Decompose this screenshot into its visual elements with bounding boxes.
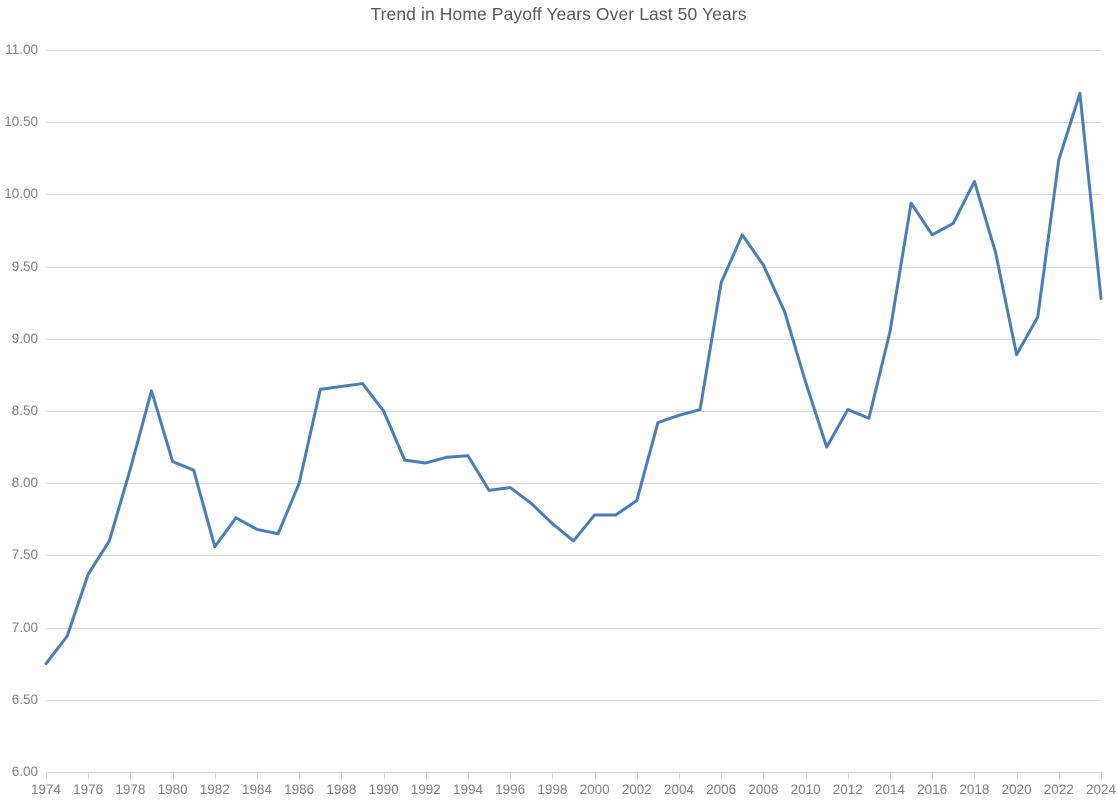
chart-title: Trend in Home Payoff Years Over Last 50 …	[370, 4, 747, 24]
x-axis-tick-label: 2014	[874, 782, 906, 797]
x-axis-tick-label: 2008	[748, 782, 779, 797]
x-axis-tick-mark	[890, 772, 891, 779]
gridline-y	[46, 338, 1101, 340]
x-axis-tick-mark	[932, 772, 934, 779]
y-axis-tick-label: 7.00	[11, 619, 38, 635]
x-axis-tick-label: 1990	[368, 782, 399, 797]
y-axis-tick-label: 8.50	[11, 403, 38, 418]
x-axis-tick-mark	[425, 772, 427, 779]
x-axis-tick-mark	[1058, 772, 1060, 779]
x-axis-tick-label: 1992	[410, 782, 441, 797]
y-axis-tick-label: 8.00	[11, 475, 38, 491]
gridline-y	[46, 555, 1101, 557]
x-axis-tick-label: 1996	[495, 782, 526, 797]
x-axis-tick-mark	[721, 772, 723, 779]
x-axis-tick-label: 2020	[1001, 782, 1032, 797]
x-axis-tick-mark	[1016, 772, 1018, 779]
gridline-y	[46, 194, 1101, 196]
x-axis-tick-mark	[679, 772, 680, 779]
x-axis-tick-mark	[805, 772, 807, 779]
x-axis-tick-label: 1984	[241, 782, 273, 797]
x-axis-tick-label: 2016	[917, 782, 948, 797]
x-axis-tick-mark	[299, 772, 301, 779]
x-axis-tick-mark	[130, 772, 132, 779]
x-axis-tick-label: 1988	[326, 782, 357, 797]
x-axis-tick-label: 2006	[706, 782, 737, 797]
x-axis-tick-label: 1974	[30, 782, 62, 797]
x-axis-tick-mark	[172, 772, 174, 779]
x-axis-tick-mark	[636, 772, 638, 779]
x-axis-tick-mark	[510, 772, 512, 779]
x-axis-tick-mark	[1101, 772, 1102, 779]
x-axis-tick-mark	[974, 772, 976, 779]
gridline-y	[46, 122, 1101, 124]
x-axis-tick-label: 2022	[1043, 782, 1074, 797]
x-axis-tick-label: 1980	[157, 782, 188, 797]
y-axis-tick-label: 11.00	[5, 42, 38, 57]
gridline-y	[46, 699, 1101, 701]
gridline-y	[46, 50, 1101, 51]
x-axis-tick-mark	[341, 772, 343, 779]
x-axis-tick-mark	[214, 772, 216, 779]
x-axis-tick-label: 2018	[959, 782, 990, 797]
x-axis-line	[46, 772, 1101, 773]
x-axis-tick-mark	[46, 772, 47, 779]
x-axis-tick-label: 1982	[199, 782, 230, 797]
gridline-y	[46, 411, 1101, 412]
x-axis-tick-mark	[552, 772, 554, 779]
x-axis-tick-label: 1976	[73, 782, 104, 797]
x-axis-tick-mark	[88, 772, 90, 779]
x-axis-tick-label: 2024	[1085, 782, 1117, 797]
x-axis-tick-label: 2010	[790, 782, 821, 797]
y-axis-tick-label: 7.50	[11, 547, 38, 563]
x-axis-tick-label: 2004	[663, 782, 695, 797]
y-axis-tick-label: 10.50	[4, 114, 38, 130]
y-axis-tick-label: 9.50	[11, 258, 38, 274]
y-axis-tick-label: 10.00	[4, 186, 38, 202]
plot-area	[46, 50, 1101, 773]
x-axis-tick-label: 1978	[115, 782, 146, 797]
y-axis-tick-label: 9.00	[11, 330, 38, 346]
x-axis-tick-label: 2012	[832, 782, 863, 797]
x-axis-tick-mark	[468, 772, 469, 779]
x-axis-tick-label: 1994	[452, 782, 484, 797]
y-axis-tick-label: 6.00	[11, 764, 38, 779]
gridline-y	[46, 266, 1101, 268]
x-axis-tick-label: 2002	[621, 782, 652, 797]
gridline-y	[46, 627, 1101, 629]
x-axis-tick-mark	[847, 772, 849, 779]
x-axis-tick-label: 1998	[537, 782, 568, 797]
x-axis-tick-mark	[763, 772, 765, 779]
x-axis-tick-mark	[383, 772, 385, 779]
x-axis-tick-mark	[594, 772, 596, 779]
x-axis-tick-label: 1986	[284, 782, 315, 797]
gridline-y	[46, 483, 1101, 485]
x-axis-tick-label: 2000	[579, 782, 610, 797]
x-axis-tick-mark	[257, 772, 258, 779]
y-axis-tick-label: 6.50	[11, 691, 38, 707]
